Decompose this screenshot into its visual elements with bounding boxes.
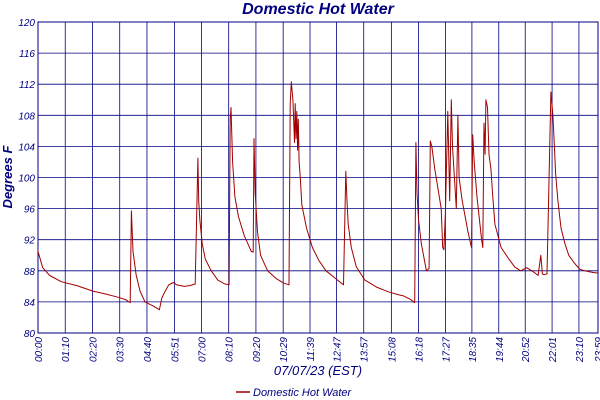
chart-title: Domestic Hot Water: [242, 1, 395, 18]
x-tick-label: 19:44: [495, 337, 506, 362]
x-tick-label: 02:20: [88, 337, 99, 362]
x-tick-label: 18:35: [468, 337, 479, 362]
x-tick-labels: 00:00 01:10 02:20 03:30 04:40 05:51 07:00 08:10…: [34, 337, 600, 363]
y-tick-label: 96: [24, 205, 36, 216]
y-tick-label: 100: [18, 174, 35, 185]
y-tick-label: 104: [18, 142, 35, 153]
x-tick-label: 09:20: [252, 337, 263, 362]
x-tick-label: 00:00: [34, 337, 45, 362]
x-tick-label: 08:10: [225, 337, 236, 362]
x-tick-label: 20:52: [521, 337, 532, 363]
x-tick-label: 23:10: [575, 337, 586, 363]
x-tick-label: 13:57: [360, 337, 371, 362]
x-tick-label: 03:30: [116, 337, 127, 362]
y-tick-labels: 80 84 88 92 96 100 104 108 112 116 120: [18, 18, 35, 340]
x-tick-label: 07:00: [197, 337, 208, 362]
x-tick-label: 22:01: [548, 337, 559, 363]
plot-area: [37, 81, 599, 311]
x-tick-label: 01:10: [61, 337, 72, 362]
y-tick-label: 92: [24, 236, 36, 247]
legend-label: Domestic Hot Water: [253, 387, 353, 399]
x-axis-label: 07/07/23 (EST): [274, 363, 362, 378]
y-tick-label: 80: [24, 329, 36, 340]
y-tick-label: 88: [24, 267, 36, 278]
x-tick-label: 10:29: [279, 337, 290, 362]
x-tick-label: 23:59: [594, 337, 600, 363]
y-tick-label: 120: [18, 18, 35, 29]
y-tick-label: 112: [19, 80, 35, 91]
x-tick-label: 16:18: [415, 337, 426, 362]
grid: [37, 21, 599, 334]
x-tick-label: 05:51: [171, 337, 182, 362]
y-tick-label: 116: [19, 49, 35, 60]
y-tick-label: 84: [24, 298, 36, 309]
y-tick-label: 108: [18, 111, 35, 122]
series-line-domestic-hot-water: [37, 81, 599, 311]
y-axis-label: Degrees F: [0, 145, 15, 209]
x-tick-label: 11:39: [306, 337, 317, 362]
x-tick-label: 15:08: [387, 337, 398, 362]
x-tick-label: 17:27: [441, 337, 452, 362]
legend: Domestic Hot Water: [236, 387, 353, 399]
x-tick-label: 12:47: [332, 337, 343, 362]
x-tick-label: 04:40: [143, 337, 154, 362]
